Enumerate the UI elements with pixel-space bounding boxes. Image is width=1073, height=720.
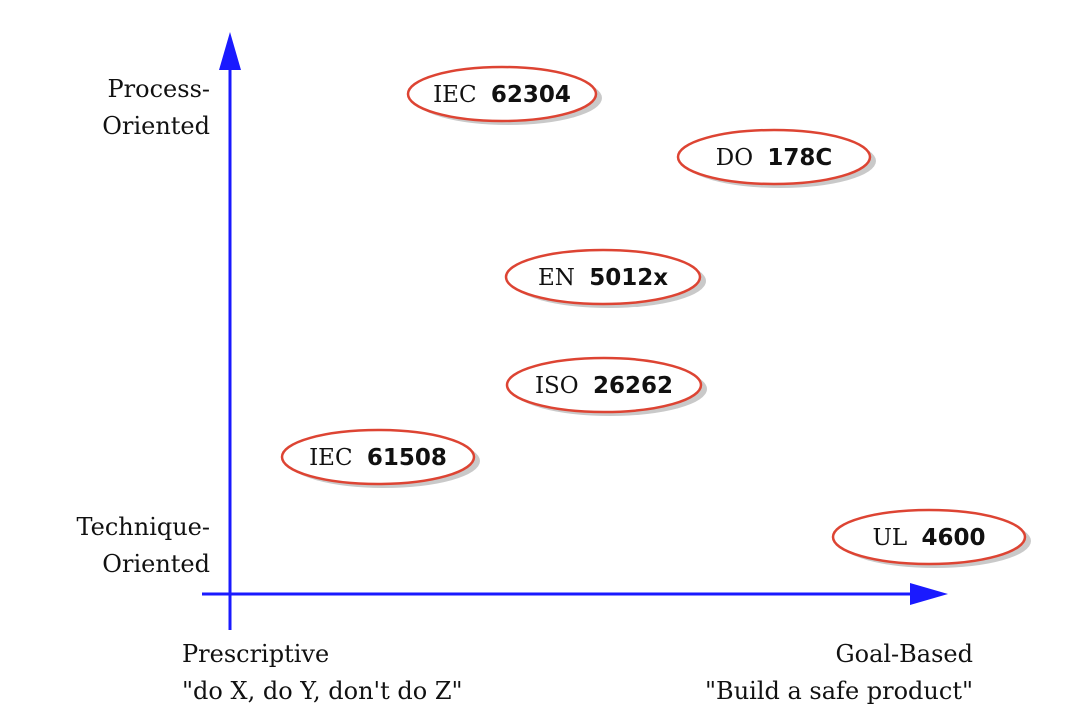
standard-iso-26262: ISO 26262 (505, 356, 707, 416)
y-axis-labels: Process- Oriented Technique- Oriented (76, 75, 210, 578)
standard-number: 5012x (589, 265, 668, 291)
axes (202, 32, 948, 630)
standard-label: ISO 26262 (535, 373, 673, 399)
standard-label: DO 178C (716, 145, 833, 171)
standard-label: IEC 61508 (309, 445, 447, 471)
standard-prefix: ISO (535, 373, 579, 399)
standard-number: 61508 (367, 445, 447, 471)
ellipse (676, 128, 872, 186)
standard-prefix: UL (873, 525, 908, 551)
x-axis-right-label-line2: "Build a safe product" (705, 677, 973, 705)
standard-number: 4600 (921, 525, 985, 551)
y-axis-bottom-label-line2: Oriented (102, 550, 210, 578)
standard-en-5012x: EN 5012x (504, 248, 706, 308)
y-axis-top-label-line2: Oriented (102, 112, 210, 140)
x-axis-left-label-line2: "do X, do Y, don't do Z" (182, 677, 463, 705)
standard-label: EN 5012x (538, 265, 668, 291)
standard-label: IEC 62304 (433, 82, 571, 108)
ellipse (831, 508, 1027, 566)
ellipse (505, 356, 703, 414)
standard-ul-4600: UL 4600 (831, 508, 1031, 568)
ellipse (280, 428, 476, 486)
standard-iec-62304: IEC 62304 (406, 65, 602, 125)
y-axis-bottom-label-line1: Technique- (76, 513, 210, 541)
standard-iec-61508: IEC 61508 (280, 428, 480, 488)
ellipse (504, 248, 702, 306)
x-axis-labels: Prescriptive "do X, do Y, don't do Z" Go… (182, 640, 973, 705)
y-axis-top-label-line1: Process- (108, 75, 210, 103)
standard-do-178c: DO 178C (676, 128, 876, 188)
x-axis-left-label-line1: Prescriptive (182, 640, 329, 668)
x-axis-right-label-line1: Goal-Based (835, 640, 973, 668)
standard-prefix: IEC (309, 445, 352, 471)
x-axis-arrowhead (910, 583, 948, 605)
standard-prefix: DO (716, 145, 753, 171)
standard-number: 178C (767, 145, 832, 171)
ellipse (406, 65, 598, 123)
standard-label: UL 4600 (873, 525, 986, 551)
standard-number: 62304 (491, 82, 571, 108)
standard-prefix: EN (538, 265, 575, 291)
standard-prefix: IEC (433, 82, 476, 108)
standard-number: 26262 (593, 373, 673, 399)
y-axis-arrowhead (219, 32, 241, 70)
